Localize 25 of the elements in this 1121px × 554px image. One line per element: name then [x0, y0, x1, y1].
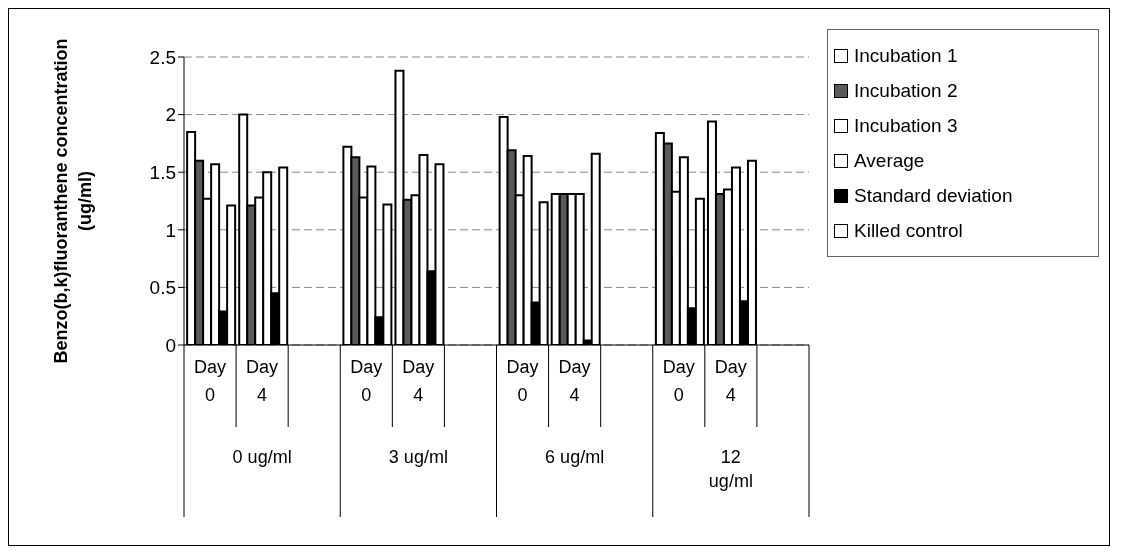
text: 6 ug/ml: [545, 447, 605, 467]
x-tick-label: Day 4: [402, 357, 435, 405]
text: 0 ug/ml: [232, 447, 292, 467]
x-tick-label: Day 0: [662, 357, 695, 405]
x-tick-label: Day 4: [246, 357, 279, 405]
x-tick-label: Day 0: [506, 357, 539, 405]
legend-label: Killed control: [854, 219, 963, 242]
x-tick-label: Day 0: [350, 357, 383, 405]
x-tick-label: Day 4: [558, 357, 591, 405]
x-tick-label: Day 0: [194, 357, 227, 405]
y-axis-title: Benzo(b,k)fluoranthene concentration (ug/ml): [51, 38, 95, 364]
legend-label: Standard deviation: [854, 184, 1013, 207]
legend-label: Incubation 2: [854, 79, 958, 102]
x-tick-label: Day 4: [714, 357, 747, 405]
legend-label: Average: [854, 149, 925, 172]
y-tick-label: 2: [165, 104, 176, 126]
y-tick-label: 0: [165, 334, 176, 356]
legend-label: Incubation 1: [854, 44, 958, 67]
text: 3 ug/ml: [388, 447, 448, 467]
y-tick-label: 2.5: [149, 46, 176, 68]
y-tick-label: 0.5: [149, 277, 176, 299]
legend-label: Incubation 3: [854, 114, 958, 137]
text: 12 ug/ml: [708, 447, 753, 491]
y-tick-label: 1: [165, 219, 176, 241]
y-tick-label: 1.5: [149, 161, 176, 183]
